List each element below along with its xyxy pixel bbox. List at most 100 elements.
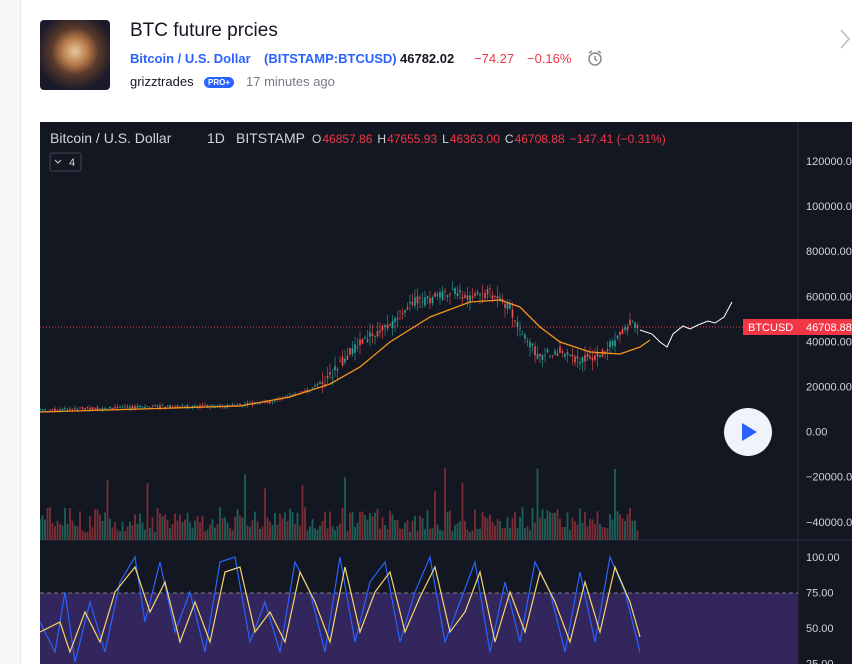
- candle-body: [69, 408, 71, 410]
- candle-body: [111, 407, 114, 410]
- volume-bar: [266, 517, 269, 540]
- volume-bar: [44, 519, 46, 540]
- volume-bar: [244, 474, 246, 540]
- candle-body: [351, 348, 354, 354]
- volume-bar: [364, 515, 366, 540]
- volume-bar: [311, 519, 314, 540]
- volume-bar: [184, 519, 186, 540]
- candle-body: [289, 395, 291, 397]
- volume-bar: [509, 528, 511, 540]
- volume-bar: [239, 515, 241, 540]
- volume-bar: [199, 522, 201, 540]
- change: −74.27: [474, 51, 515, 66]
- volume-bar: [141, 522, 144, 540]
- symbol-code[interactable]: (BITSTAMP:BTCUSD): [264, 51, 397, 66]
- candle-body: [534, 346, 536, 356]
- candle-body: [326, 375, 329, 378]
- osc-axis-label: 75.00: [806, 588, 834, 600]
- volume-bar: [599, 524, 601, 540]
- candle-body: [61, 409, 64, 411]
- candle-body: [409, 301, 411, 304]
- candle-body: [336, 368, 339, 371]
- candle-body: [426, 296, 429, 299]
- volume-bar: [339, 523, 341, 540]
- volume-bar: [534, 522, 536, 540]
- candle-body: [269, 401, 271, 404]
- volume-bar: [616, 511, 619, 540]
- candle-body: [411, 302, 414, 305]
- candle-body: [399, 310, 401, 312]
- volume-bar: [379, 528, 381, 540]
- candle-body: [331, 377, 334, 379]
- volume-bar: [351, 511, 354, 540]
- volume-bar: [79, 511, 81, 540]
- candle-body: [40, 408, 41, 411]
- candle-body: [324, 383, 326, 385]
- avatar[interactable]: [40, 20, 110, 90]
- next-arrow[interactable]: [838, 27, 852, 51]
- candle-body: [594, 355, 596, 360]
- price-axis-label: 20000.00: [806, 382, 852, 394]
- volume-bar: [109, 518, 111, 540]
- candle-body: [561, 351, 564, 353]
- candle-body: [494, 295, 496, 297]
- volume-bar: [176, 520, 179, 540]
- volume-bar: [494, 525, 496, 540]
- candle-body: [479, 294, 481, 296]
- volume-bar: [584, 511, 586, 540]
- volume-bar: [404, 522, 406, 540]
- volume-bar: [451, 531, 454, 540]
- candle-body: [606, 349, 609, 351]
- moving-average: [40, 299, 651, 413]
- volume-bar: [214, 527, 216, 540]
- candle-body: [406, 307, 409, 310]
- volume-bar: [419, 515, 421, 540]
- candle-body: [491, 295, 494, 299]
- candle-body: [171, 405, 174, 407]
- volume-bar: [269, 521, 271, 540]
- volume-bar: [474, 509, 476, 540]
- volume-bar: [291, 512, 294, 540]
- volume-bar: [139, 513, 141, 540]
- candle-body: [49, 409, 51, 411]
- candle-body: [579, 362, 581, 364]
- volume-bar: [394, 520, 396, 540]
- candle-body: [64, 408, 66, 409]
- volume-bar: [366, 519, 369, 540]
- indicator-toggle[interactable]: [49, 152, 82, 172]
- volume-bar: [256, 521, 259, 540]
- volume-bar: [349, 512, 351, 540]
- alarm-icon[interactable]: [585, 48, 605, 68]
- volume-bar: [446, 511, 449, 540]
- candle-body: [431, 297, 434, 304]
- volume-bar: [371, 516, 374, 540]
- candle-body: [131, 406, 134, 408]
- volume-bar: [41, 515, 44, 540]
- candle-body: [471, 296, 474, 298]
- volume-bar: [46, 508, 49, 540]
- candle-body: [94, 408, 96, 409]
- volume-bar: [124, 531, 126, 540]
- candle-body: [584, 355, 586, 362]
- volume-bar: [506, 517, 509, 540]
- volume-bar: [86, 531, 89, 540]
- volume-bar: [226, 522, 229, 540]
- author[interactable]: grizztrades: [130, 74, 194, 89]
- volume-bar: [414, 516, 416, 540]
- volume-bar: [576, 524, 579, 540]
- volume-bar: [249, 526, 251, 540]
- volume-bar: [191, 527, 194, 540]
- title[interactable]: BTC future prcies: [130, 20, 278, 41]
- candle-body: [636, 325, 639, 328]
- volume-bar: [114, 522, 116, 540]
- candle-body: [596, 351, 599, 357]
- volume-bar: [399, 528, 401, 540]
- symbol-name[interactable]: Bitcoin / U.S. Dollar: [130, 51, 251, 66]
- volume-bar: [486, 518, 489, 540]
- candle-body: [526, 340, 529, 342]
- volume-bar: [209, 524, 211, 540]
- volume-bar: [309, 526, 311, 540]
- volume-bar: [134, 514, 136, 540]
- volume-bar: [464, 520, 466, 540]
- candle-body: [264, 402, 266, 404]
